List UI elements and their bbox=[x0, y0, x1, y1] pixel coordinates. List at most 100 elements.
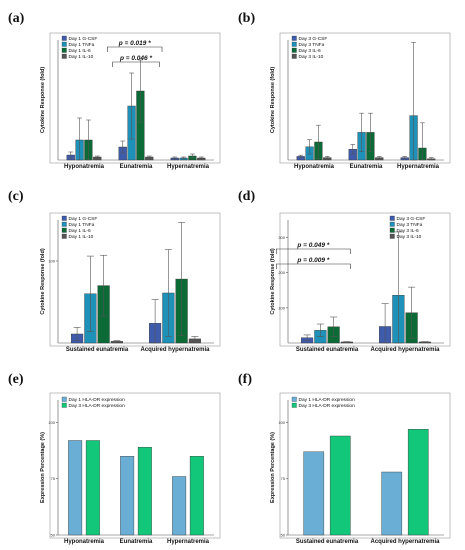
category-label: Hypernatremia bbox=[167, 539, 210, 545]
bar bbox=[407, 429, 429, 536]
y-tick-label: 100 bbox=[48, 258, 55, 263]
category-label: Acquired hypernatremia bbox=[140, 347, 210, 353]
y-axis-title: Cytokine Response (fold) bbox=[270, 67, 276, 133]
significance-label: p = 0.046 * bbox=[119, 55, 152, 62]
y-tick-label: 100 bbox=[278, 305, 285, 310]
panel-label: (e) bbox=[8, 372, 24, 387]
legend-swatch bbox=[291, 53, 297, 59]
chart-panel-f: (f) 100 75 50 Expression Percentage (%) Susta… bbox=[238, 372, 451, 545]
y-tick-label: 100 bbox=[48, 420, 55, 425]
legend-entry: Day 1 G-CSF bbox=[69, 36, 98, 42]
legend-swatch bbox=[291, 35, 297, 41]
bar bbox=[189, 456, 204, 536]
legend-entry: Day 1 TNFa bbox=[69, 222, 95, 228]
legend-entry: Day 3 IL-10 bbox=[397, 234, 422, 240]
bar bbox=[172, 476, 187, 536]
category-label: Sustained eunatremia bbox=[296, 347, 359, 353]
legend-entry: Day 3 IL-10 bbox=[299, 54, 324, 60]
category-label: Hyponatremia bbox=[64, 164, 105, 170]
legend-swatch bbox=[389, 221, 395, 227]
chart-panel-b: (b) Cytokine Response (fold) Hyponatremia E… bbox=[238, 11, 451, 170]
y-axis-title: Cytokine Response (fold) bbox=[40, 248, 46, 314]
significance-bracket bbox=[276, 248, 351, 254]
legend-swatch bbox=[61, 41, 67, 47]
chart-panel-e: (e) 100 75 50 Expression Percentage (%) Hypon… bbox=[8, 372, 221, 545]
legend-entry: Day 1 G-CSF bbox=[69, 216, 98, 222]
legend-entry: Day 3 IL-6 bbox=[299, 48, 321, 54]
panel-label: (b) bbox=[238, 11, 255, 26]
y-tick-label: 300 bbox=[278, 235, 285, 240]
legend-swatch bbox=[61, 396, 67, 402]
y-axis-title: Cytokine Response (fold) bbox=[40, 67, 46, 133]
bar bbox=[329, 435, 351, 536]
y-axis-title: Expression Percentage (%) bbox=[40, 432, 46, 503]
category-label: Eunatremia bbox=[350, 164, 383, 170]
legend-swatch bbox=[389, 227, 395, 233]
bar bbox=[303, 451, 325, 536]
legend-swatch bbox=[291, 402, 297, 408]
category-label: Sustained eunatremia bbox=[66, 347, 129, 353]
legend-swatch bbox=[291, 41, 297, 47]
category-label: Acquired hypernatremia bbox=[370, 539, 440, 545]
panel-label: (c) bbox=[8, 189, 24, 204]
y-tick-label: 75 bbox=[281, 476, 286, 481]
legend-swatch bbox=[61, 215, 67, 221]
legend-entry: Day 1 IL-6 bbox=[69, 228, 91, 234]
legend-swatch bbox=[61, 35, 67, 41]
significance-bracket bbox=[276, 263, 351, 269]
legend-swatch bbox=[291, 396, 297, 402]
bar bbox=[137, 447, 152, 536]
legend-entry: Day 1 IL-10 bbox=[69, 54, 94, 60]
legend-entry: Day 3 TNFa bbox=[299, 42, 325, 48]
y-tick-label: 75 bbox=[51, 476, 56, 481]
significance-bracket bbox=[112, 61, 160, 67]
category-label: Hypernatremia bbox=[397, 164, 440, 170]
category-label: Hyponatremia bbox=[64, 539, 105, 545]
legend-entry: Day 3 G-CSF bbox=[397, 216, 426, 222]
legend-swatch bbox=[61, 47, 67, 53]
legend-entry: Day 1 HLA-DR expression bbox=[69, 397, 126, 403]
legend-swatch bbox=[61, 221, 67, 227]
legend-entry: Day 1 IL-6 bbox=[69, 48, 91, 54]
legend-swatch bbox=[61, 53, 67, 59]
legend-entry: Day 3 TNFa bbox=[397, 222, 423, 228]
legend-entry: Day 1 HLA-DR expression bbox=[299, 397, 356, 403]
panel-label: (f) bbox=[238, 372, 252, 387]
legend-entry: Day 3 G-CSF bbox=[299, 36, 328, 42]
category-label: Acquired hypernatremia bbox=[370, 347, 440, 353]
plot-frame bbox=[49, 212, 221, 347]
chart-panel-a: (a) Cytokine Response (fold) Hyponatremia E… bbox=[8, 11, 221, 170]
significance-bracket bbox=[107, 46, 163, 52]
legend-swatch bbox=[61, 233, 67, 239]
significance-label: p = 0.019 * bbox=[118, 40, 151, 47]
legend-swatch bbox=[291, 47, 297, 53]
y-tick-label: 50 bbox=[51, 532, 56, 537]
category-label: Sustained eunatremia bbox=[296, 539, 359, 545]
significance-label: p = 0.049 * bbox=[296, 242, 329, 249]
panel-label: (a) bbox=[8, 11, 25, 26]
category-label: Eunatremia bbox=[120, 164, 153, 170]
y-tick-label: 100 bbox=[278, 420, 285, 425]
category-label: Hypernatremia bbox=[167, 164, 210, 170]
y-axis-title: Expression Percentage (%) bbox=[270, 432, 276, 503]
legend-entry: Day 1 IL-10 bbox=[69, 234, 94, 240]
y-tick-label: 50 bbox=[281, 532, 286, 537]
chart-panel-d: (d) 100 200 300 Cytokine Response (fold) Sust… bbox=[238, 189, 451, 353]
y-tick-label: 200 bbox=[278, 270, 285, 275]
plot-frame bbox=[279, 212, 451, 347]
bar bbox=[120, 456, 135, 536]
significance-label: p = 0.009 * bbox=[296, 257, 329, 264]
legend-swatch bbox=[61, 402, 67, 408]
legend-entry: Day 1 TNFa bbox=[69, 42, 95, 48]
category-label: Hyponatremia bbox=[294, 164, 335, 170]
legend-entry: Day 3 HLA-DR expression bbox=[69, 403, 126, 409]
legend-entry: Day 3 IL-6 bbox=[397, 228, 419, 234]
bar bbox=[381, 471, 403, 536]
legend-swatch bbox=[389, 215, 395, 221]
y-axis-title: Cytokine Response (fold) bbox=[270, 248, 276, 314]
bar bbox=[85, 440, 100, 536]
panel-label: (d) bbox=[238, 189, 255, 204]
legend-entry: Day 3 HLA-DR expression bbox=[299, 403, 356, 409]
